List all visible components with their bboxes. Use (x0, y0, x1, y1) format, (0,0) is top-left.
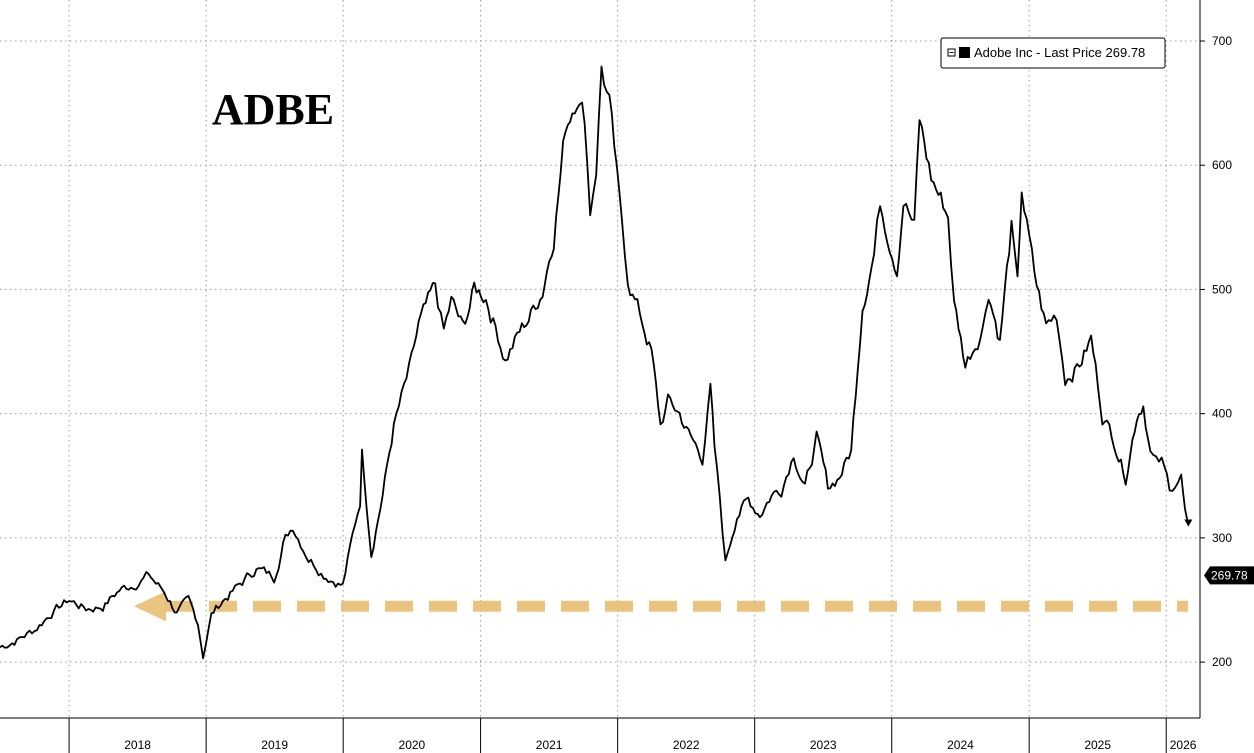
series (0, 65, 1193, 660)
x-tick-label: 2023 (810, 738, 837, 752)
y-tick-label: 700 (1212, 34, 1232, 48)
x-tick-label: 2025 (1084, 738, 1111, 752)
legend-label: Adobe Inc - Last Price 269.78 (974, 45, 1145, 60)
x-tick-label: 2022 (673, 738, 700, 752)
x-tick-label: 2018 (124, 738, 151, 752)
y-tick-label: 500 (1212, 282, 1232, 296)
legend-box (940, 37, 1166, 69)
legend[interactable]: Adobe Inc - Last Price 269.78 (940, 37, 1166, 69)
x-tick-label: 2020 (399, 738, 426, 752)
chart-title: ADBE (212, 85, 334, 134)
y-tick-label: 600 (1212, 158, 1232, 172)
reference-arrowhead (134, 591, 166, 622)
series-end-marker (1184, 519, 1193, 527)
x-tick-label: 2026 (1170, 738, 1197, 752)
x-tick-label: 2019 (261, 738, 288, 752)
legend-swatch (959, 47, 970, 58)
last-value-tag-shape (1204, 566, 1254, 585)
grid (0, 0, 1200, 718)
x-tick-label: 2021 (536, 738, 563, 752)
x-tick-label: 2024 (947, 738, 974, 752)
last-value-label: 269.78 (1211, 568, 1248, 582)
y-tick-label: 300 (1212, 531, 1232, 545)
price-series-line (0, 65, 1190, 660)
y-tick-label: 400 (1212, 407, 1232, 421)
reference-level (134, 591, 1188, 622)
y-tick-label: 200 (1212, 655, 1232, 669)
last-value-tag: 269.78 (1204, 566, 1254, 585)
